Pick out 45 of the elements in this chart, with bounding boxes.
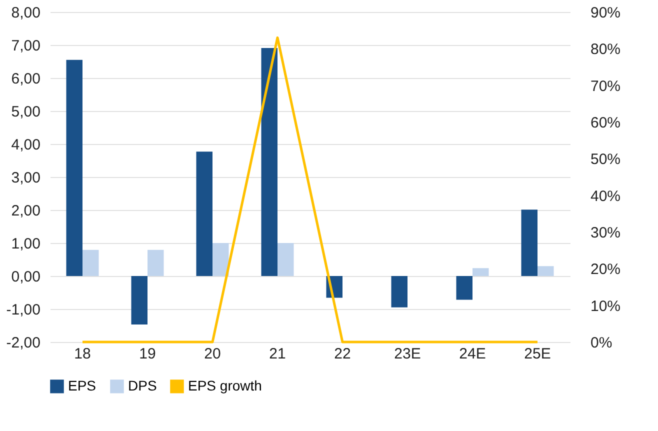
y2-tick-label: 80% (590, 41, 621, 58)
bar (212, 243, 229, 276)
bar (82, 250, 99, 276)
legend-label: EPS (68, 377, 96, 394)
y-tick-label: -2,00 (6, 334, 40, 352)
y2-tick-label: 60% (590, 114, 621, 132)
y-tick-label: 8,00 (11, 4, 40, 22)
bar (521, 210, 538, 276)
y-tick-label: 0,00 (11, 268, 40, 286)
y-tick-label: 5,00 (11, 104, 40, 120)
y-tick-label: 6,00 (11, 70, 40, 88)
x-tick-label: 23E (394, 346, 421, 362)
bar (538, 266, 554, 276)
x-tick-label: 20 (204, 346, 221, 362)
y-tick-label: 3,00 (11, 170, 40, 186)
bar (196, 152, 212, 276)
bar (456, 276, 472, 300)
x-tick-label: 18 (74, 346, 91, 362)
bar (148, 250, 164, 276)
y-tick-label: 7,00 (11, 38, 40, 54)
bar (131, 276, 148, 325)
y2-tick-label: 70% (590, 78, 621, 95)
bar (66, 60, 82, 276)
y2-tick-label: 40% (590, 188, 621, 205)
y2-tick-label: 90% (590, 4, 621, 22)
bar (261, 48, 278, 276)
y-tick-label: 1,00 (11, 236, 40, 252)
x-tick-label: 21 (269, 346, 286, 362)
y2-tick-label: 30% (590, 224, 621, 242)
bar (391, 276, 408, 308)
y-tick-label: -1,00 (6, 302, 40, 318)
x-tick-label: 24E (459, 346, 486, 362)
x-tick-label: 19 (139, 346, 156, 362)
y2-tick-label: 20% (590, 261, 621, 278)
bar (472, 268, 489, 276)
x-tick-label: 22 (334, 346, 351, 362)
y2-tick-label: 0% (590, 334, 612, 352)
legend-label: EPS growth (188, 377, 262, 394)
y2-tick-label: 10% (590, 298, 621, 315)
x-tick-label: 25E (524, 346, 551, 362)
y-tick-label: 4,00 (11, 136, 40, 154)
bar (278, 243, 294, 276)
legend-label: DPS (128, 377, 157, 394)
y-tick-label: 2,00 (11, 202, 40, 220)
y2-tick-label: 50% (590, 151, 621, 168)
